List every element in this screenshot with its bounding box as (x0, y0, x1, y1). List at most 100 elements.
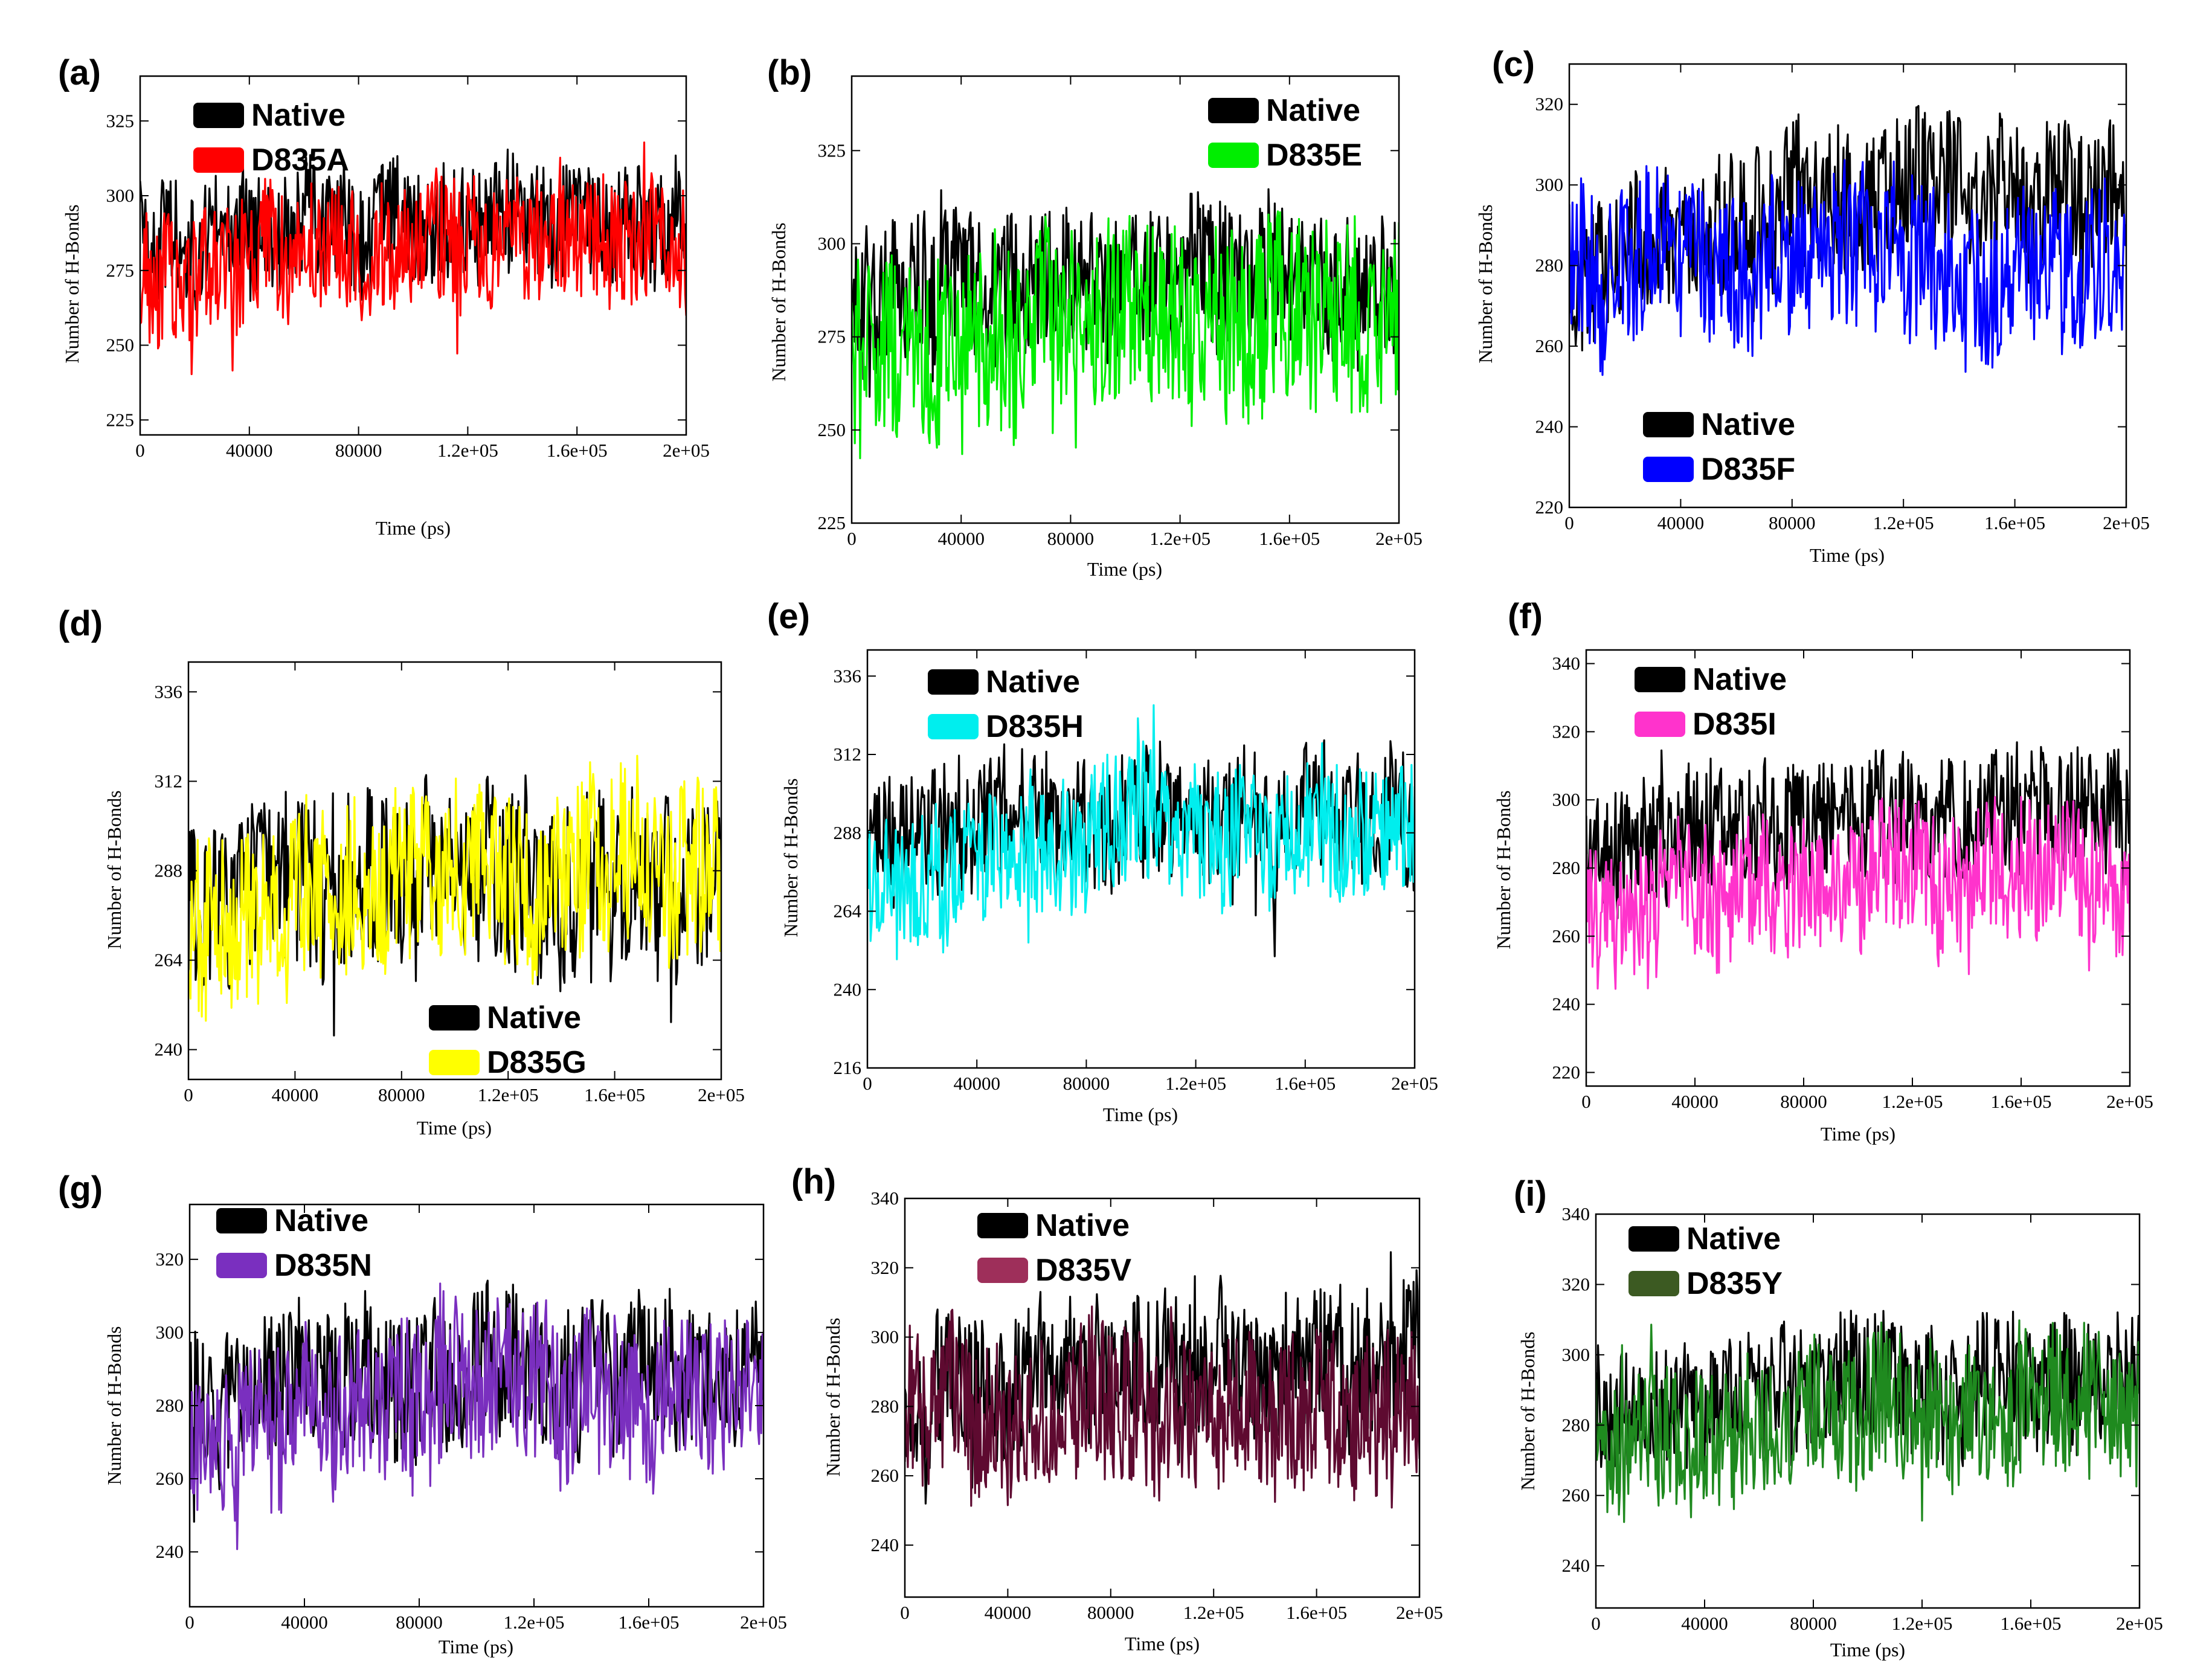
x-tick-label: 0 (135, 440, 145, 461)
legend-label-native: Native (1266, 93, 1360, 128)
legend-label-d835g: D835G (487, 1045, 587, 1080)
series-line-d835a (140, 141, 686, 375)
series-line-d835f (1569, 159, 2126, 376)
y-tick-label: 240 (834, 979, 862, 1000)
y-tick-label: 280 (156, 1395, 184, 1416)
x-tick-label: 1.6e+05 (584, 1084, 645, 1105)
legend-label-native: Native (1035, 1208, 1130, 1243)
x-axis-title: Time (ps) (1087, 558, 1162, 580)
y-tick-label: 336 (155, 681, 183, 702)
x-tick-label: 80000 (1769, 512, 1816, 533)
x-axis-title: Time (ps) (1830, 1639, 1905, 1661)
x-tick-label: 1.6e+05 (1991, 1091, 2052, 1112)
y-tick-label: 312 (834, 744, 862, 765)
chart-panel-c: (c) 220 240 260 280 300 320 0 40000 80000 1.2e+05 1… (1474, 45, 2150, 566)
panel-letter: (e) (767, 597, 810, 636)
legend-swatch-native (1628, 1226, 1679, 1252)
legend-label-native: Native (986, 664, 1080, 699)
plot-frame (1568, 63, 2127, 509)
legend-swatch-d835y (1628, 1271, 1679, 1296)
y-tick-label: 275 (106, 260, 135, 281)
plot-frame (866, 649, 1416, 1069)
y-axis-title: Number of H-Bonds (768, 222, 789, 381)
panel-letter: (b) (767, 53, 812, 92)
x-tick-label: 80000 (396, 1612, 443, 1633)
legend-label-native: Native (251, 98, 346, 133)
y-tick-label: 264 (834, 901, 862, 922)
y-tick-label: 225 (106, 409, 135, 430)
series-group (1596, 1310, 2140, 1523)
x-tick-label: 40000 (1657, 512, 1705, 533)
x-tick-label: 0 (863, 1073, 872, 1094)
y-tick-label: 280 (871, 1395, 899, 1416)
series-line-d835i (1586, 796, 2130, 990)
x-tick-label: 40000 (953, 1073, 1000, 1094)
y-axis-title: Number of H-Bonds (61, 204, 83, 363)
y-tick-label: 340 (871, 1188, 899, 1209)
legend-swatch-native (216, 1208, 267, 1233)
y-tick-label: 280 (1535, 255, 1564, 276)
series-group (140, 141, 686, 375)
legend-swatch-native (977, 1213, 1028, 1238)
y-tick-label: 288 (834, 822, 862, 843)
y-tick-label: 280 (1552, 857, 1581, 878)
y-tick-label: 240 (871, 1534, 899, 1555)
y-tick-label: 260 (1562, 1485, 1590, 1506)
y-tick-label: 320 (1535, 94, 1564, 115)
y-tick-label: 300 (818, 233, 846, 254)
x-tick-label: 1.2e+05 (1882, 1091, 1943, 1112)
legend-swatch-d835i (1635, 712, 1685, 737)
x-tick-label: 40000 (226, 440, 273, 461)
x-tick-label: 80000 (1063, 1073, 1110, 1094)
y-tick-label: 260 (871, 1465, 899, 1486)
x-axis-title: Time (ps) (1125, 1633, 1200, 1654)
y-tick-label: 240 (156, 1541, 184, 1562)
x-tick-label: 1.2e+05 (1165, 1073, 1226, 1094)
legend-swatch-native (193, 103, 244, 128)
legend-swatch-d835h (928, 714, 979, 739)
legend-label-d835a: D835A (251, 143, 349, 178)
x-tick-label: 2e+05 (1391, 1073, 1438, 1094)
x-tick-label: 80000 (1047, 528, 1095, 549)
x-axis-title: Time (ps) (376, 517, 451, 539)
x-tick-label: 2e+05 (740, 1612, 787, 1633)
x-tick-label: 2e+05 (698, 1084, 745, 1105)
series-group (867, 704, 1415, 960)
y-tick-label: 240 (155, 1039, 183, 1060)
x-tick-label: 1.6e+05 (619, 1612, 680, 1633)
y-axis-title: Number of H-Bonds (1474, 204, 1496, 363)
x-tick-label: 1.2e+05 (1892, 1613, 1953, 1634)
y-tick-label: 260 (156, 1468, 184, 1489)
x-tick-label: 1.2e+05 (437, 440, 498, 461)
x-tick-label: 0 (184, 1084, 193, 1105)
y-axis-title: Number of H-Bonds (103, 790, 125, 949)
series-group (1569, 104, 2126, 376)
y-tick-label: 300 (106, 185, 135, 206)
legend-label-native: Native (1686, 1221, 1781, 1256)
y-tick-label: 220 (1535, 497, 1564, 518)
y-tick-label: 320 (871, 1257, 899, 1278)
x-tick-label: 0 (1564, 512, 1574, 533)
legend-label-d835v: D835V (1035, 1253, 1131, 1288)
series-group (190, 1279, 764, 1551)
y-tick-label: 320 (1562, 1273, 1590, 1294)
legend-swatch-d835g (429, 1050, 480, 1075)
panel-letter: (c) (1492, 45, 1535, 84)
series-line-d835v (905, 1305, 1419, 1509)
y-tick-label: 220 (1552, 1061, 1581, 1082)
panel-letter: (a) (58, 53, 101, 92)
panel-letter: (g) (58, 1169, 103, 1209)
x-axis-title: Time (ps) (417, 1117, 492, 1139)
panel-letter: (f) (1508, 597, 1543, 636)
y-tick-label: 340 (1552, 653, 1581, 674)
y-tick-label: 216 (834, 1057, 862, 1078)
y-tick-label: 250 (106, 335, 135, 356)
legend-label-d835f: D835F (1701, 452, 1795, 487)
y-tick-label: 320 (1552, 721, 1581, 742)
x-tick-label: 1.2e+05 (1873, 512, 1934, 533)
y-tick-label: 260 (1552, 925, 1581, 947)
x-tick-label: 80000 (1087, 1602, 1134, 1623)
legend-label-d835i: D835I (1693, 707, 1776, 742)
x-tick-label: 40000 (1671, 1091, 1718, 1112)
series-group (905, 1251, 1419, 1509)
